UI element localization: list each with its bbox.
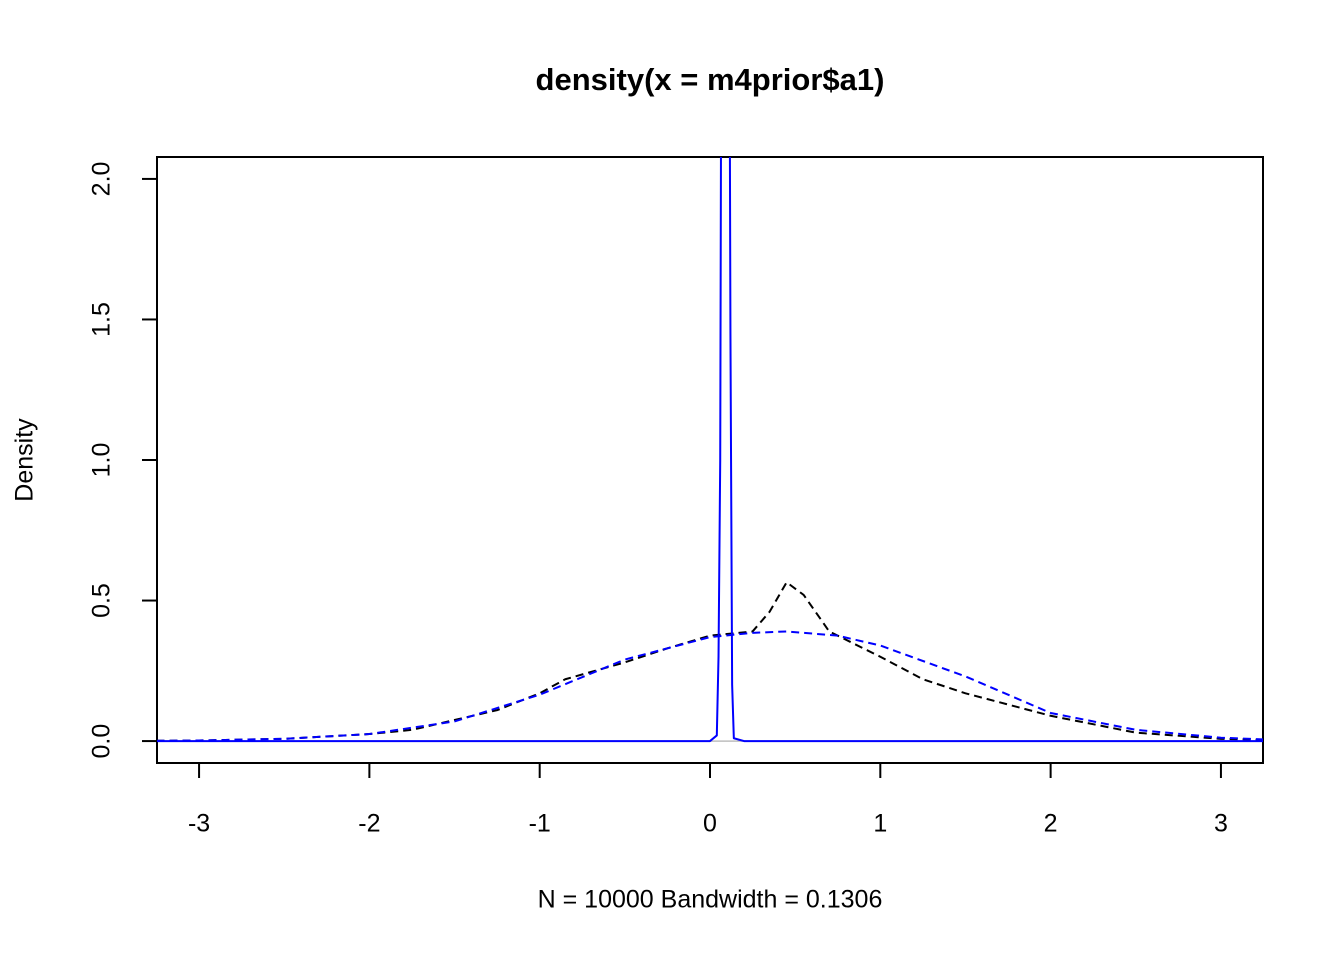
y-axis-label: Density [11,418,39,502]
density-line [157,630,1263,742]
plot-frame [156,156,1264,764]
x-tick-label: 1 [873,810,887,838]
density-line [157,157,1263,743]
x-tick-label: -3 [188,810,210,838]
density-line [157,581,1263,742]
x-tick-label: 2 [1044,810,1058,838]
chart-title: density(x = m4prior$a1) [536,62,885,97]
x-axis-label: N = 10000 Bandwidth = 0.1306 [538,886,883,914]
x-tick-label: 0 [703,810,717,838]
y-tick-label: 0.0 [88,724,116,759]
y-tick-label: 0.5 [88,583,116,618]
x-tick-label: -2 [358,810,380,838]
y-tick-label: 2.0 [88,162,116,197]
x-tick-label: -1 [529,810,551,838]
x-tick-label: 3 [1214,810,1228,838]
y-tick-label: 1.0 [88,443,116,478]
y-tick-label: 1.5 [88,302,116,337]
plot-area [157,157,1263,743]
